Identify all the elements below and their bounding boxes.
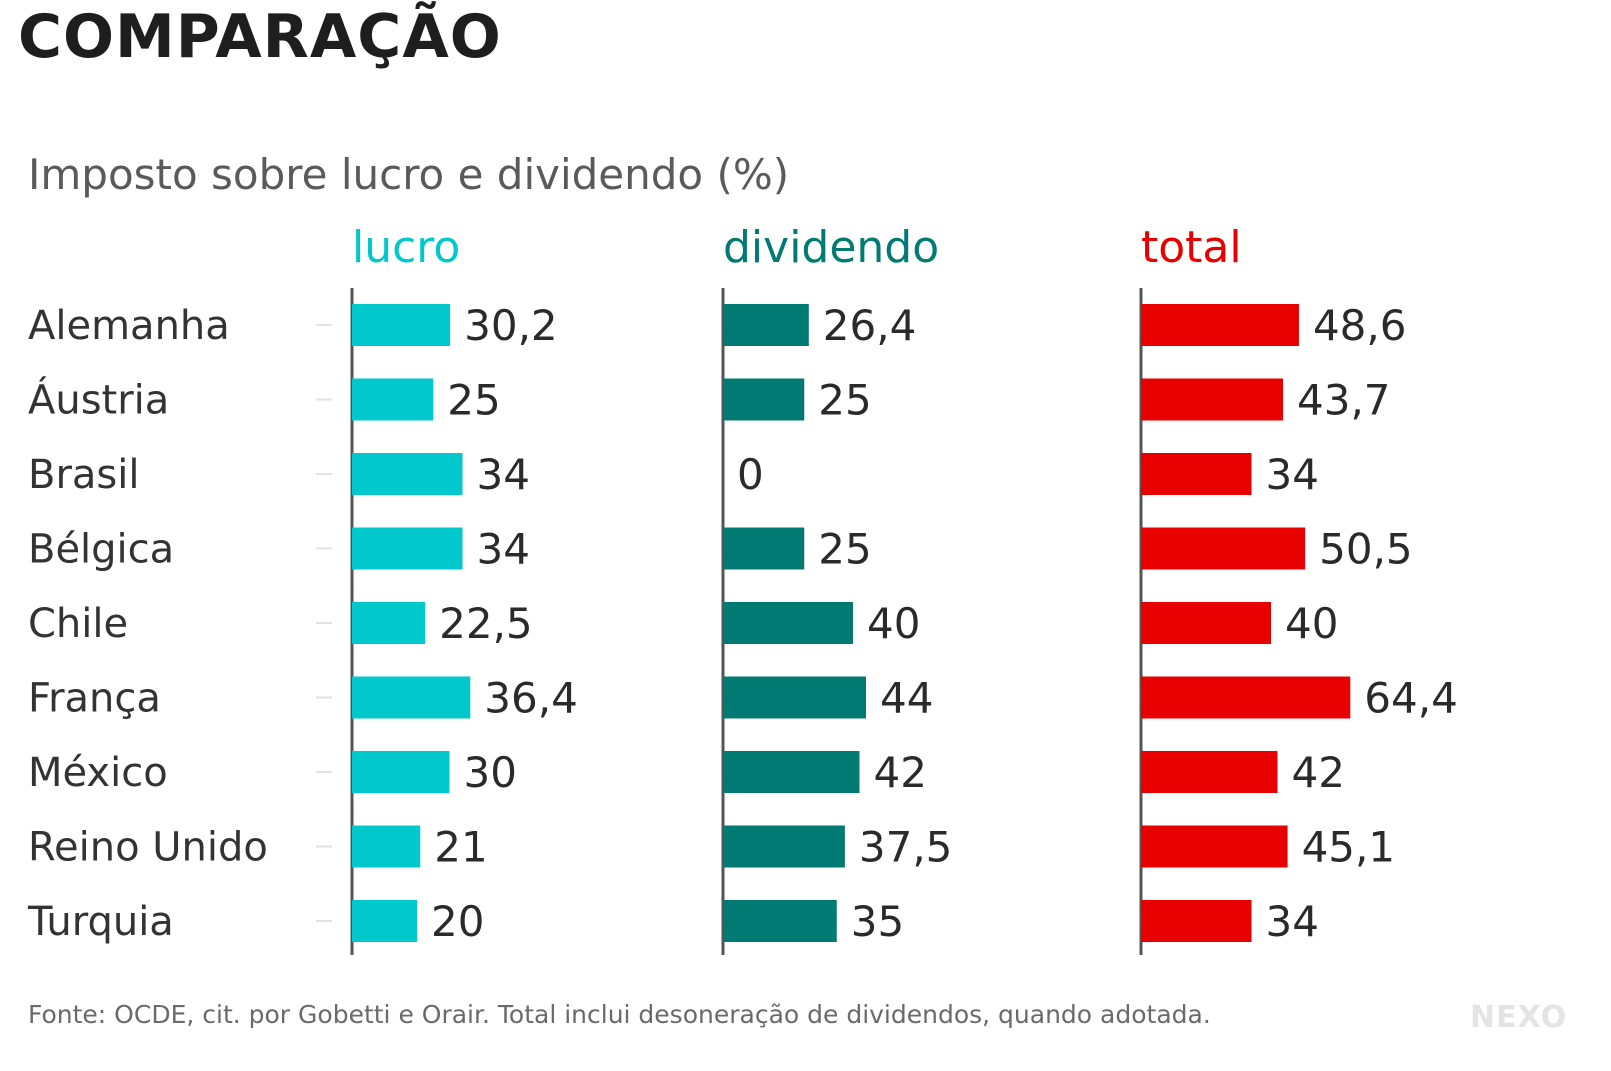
bar [352, 304, 451, 346]
bar [1141, 676, 1351, 719]
data-label: 37,5 [859, 823, 953, 872]
bar [1141, 527, 1306, 570]
bar [1141, 825, 1288, 868]
data-label: 43,7 [1297, 376, 1391, 425]
data-label: 30,2 [464, 301, 558, 350]
data-label: 34 [1266, 450, 1319, 499]
data-label: 50,5 [1319, 525, 1413, 574]
category-label: França [28, 676, 161, 722]
data-label: 25 [447, 376, 500, 425]
bar [352, 676, 471, 719]
data-label: 42 [874, 748, 927, 797]
bar [723, 602, 853, 644]
data-label: 30 [464, 748, 517, 797]
data-label: 21 [434, 823, 487, 872]
bar [723, 378, 805, 421]
bar [723, 751, 860, 793]
bar [723, 527, 805, 570]
source-note: Fonte: OCDE, cit. por Gobetti e Orair. T… [28, 1000, 1211, 1029]
bar [723, 304, 809, 346]
data-label: 25 [818, 376, 871, 425]
series-header: dividendo [723, 222, 939, 273]
data-label: 34 [477, 525, 530, 574]
bar [723, 900, 837, 942]
bar [723, 825, 845, 868]
data-label: 45,1 [1302, 823, 1396, 872]
data-label: 44 [880, 674, 933, 723]
data-label: 25 [818, 525, 871, 574]
bar [1141, 453, 1252, 495]
category-label: México [28, 750, 168, 796]
category-label: Brasil [28, 452, 139, 498]
category-label: Turquia [27, 899, 174, 945]
category-label: Áustria [28, 376, 169, 424]
data-label: 42 [1292, 748, 1345, 797]
data-label: 64,4 [1364, 674, 1458, 723]
bar [352, 378, 434, 421]
data-label: 22,5 [439, 599, 533, 648]
category-label: Bélgica [28, 527, 174, 573]
bar [1141, 304, 1299, 346]
bar [352, 825, 421, 868]
category-label: Chile [28, 601, 128, 647]
nexo-logo: NEXO [1470, 1000, 1568, 1035]
bar [1141, 378, 1284, 421]
data-label: 20 [431, 897, 484, 946]
bar [352, 453, 463, 495]
bar [352, 527, 463, 570]
data-label: 26,4 [823, 301, 917, 350]
data-label: 48,6 [1313, 301, 1407, 350]
bar [1141, 602, 1271, 644]
data-label: 36,4 [484, 674, 578, 723]
series-header: lucro [352, 222, 460, 273]
headline: COMPARAÇÃO [18, 2, 502, 72]
data-label: 35 [851, 897, 904, 946]
bar [1141, 751, 1278, 793]
category-label: Alemanha [28, 303, 230, 349]
bar [352, 602, 426, 644]
bar [352, 900, 417, 942]
data-label: 0 [737, 450, 764, 499]
bar [352, 751, 450, 793]
chart-subtitle: Imposto sobre lucro e dividendo (%) [28, 150, 790, 199]
data-label: 34 [1266, 897, 1319, 946]
category-label: Reino Unido [28, 825, 268, 871]
series-header: total [1141, 222, 1242, 273]
bar [723, 676, 866, 719]
bar [1141, 900, 1252, 942]
data-label: 40 [1285, 599, 1338, 648]
data-label: 34 [477, 450, 530, 499]
data-label: 40 [867, 599, 920, 648]
